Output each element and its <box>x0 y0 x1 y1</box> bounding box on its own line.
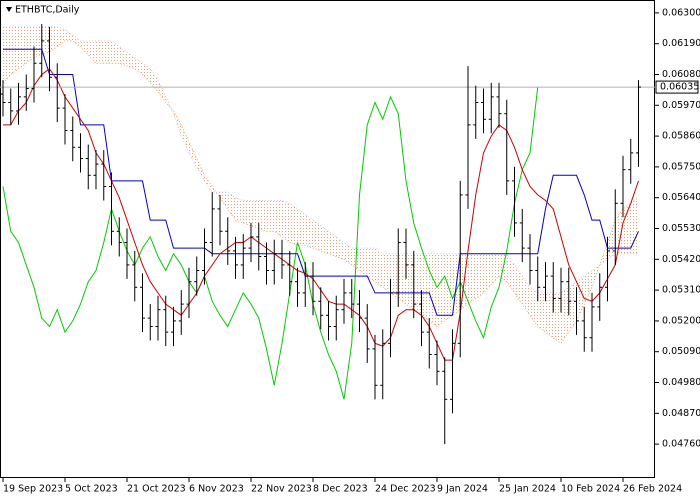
y-tick-label: 0.05200 <box>662 315 700 326</box>
x-tick-label: 10 Feb 2024 <box>561 484 620 495</box>
y-tick-label: 0.05970 <box>662 100 700 111</box>
last-price-label: 0.06035 <box>660 82 699 93</box>
y-tick-label: 0.05090 <box>662 346 700 357</box>
chikou-line <box>2 87 539 400</box>
chart-title: ETHBTC,Daily <box>15 5 80 16</box>
ichimoku-cloud <box>3 26 639 344</box>
x-tick-label: 19 Sep 2023 <box>3 484 63 495</box>
x-tick-label: 21 Oct 2023 <box>127 484 186 495</box>
last-price-box <box>655 80 699 94</box>
x-tick-label: 8 Dec 2023 <box>313 484 368 495</box>
y-tick-label: 0.04760 <box>662 439 700 450</box>
senkou-span-b <box>3 26 639 294</box>
x-tick-label: 24 Dec 2023 <box>375 484 436 495</box>
x-tick-label: 5 Oct 2023 <box>65 484 118 495</box>
y-tick-label: 0.05310 <box>662 285 700 296</box>
y-tick-label: 0.06300 <box>662 7 700 18</box>
y-tick-label: 0.05640 <box>662 192 700 203</box>
y-tick-label: 0.05750 <box>662 161 700 172</box>
y-tick-label: 0.05860 <box>662 131 700 142</box>
y-tick-label: 0.06080 <box>662 69 700 80</box>
x-tick-label: 6 Nov 2023 <box>189 484 244 495</box>
x-tick-label: 9 Jan 2024 <box>437 484 488 495</box>
y-tick-label: 0.05420 <box>662 254 700 265</box>
y-tick-label: 0.06190 <box>662 38 700 49</box>
y-tick-label: 0.04980 <box>662 377 700 388</box>
x-tick-label: 22 Nov 2023 <box>251 484 312 495</box>
menu-icon <box>6 7 12 12</box>
x-tick-label: 25 Jan 2024 <box>499 484 556 495</box>
y-tick-label: 0.05530 <box>662 223 700 234</box>
kijun-line <box>3 48 639 316</box>
x-tick-label: 26 Feb 2024 <box>623 484 682 495</box>
y-tick-label: 0.04870 <box>662 408 700 419</box>
